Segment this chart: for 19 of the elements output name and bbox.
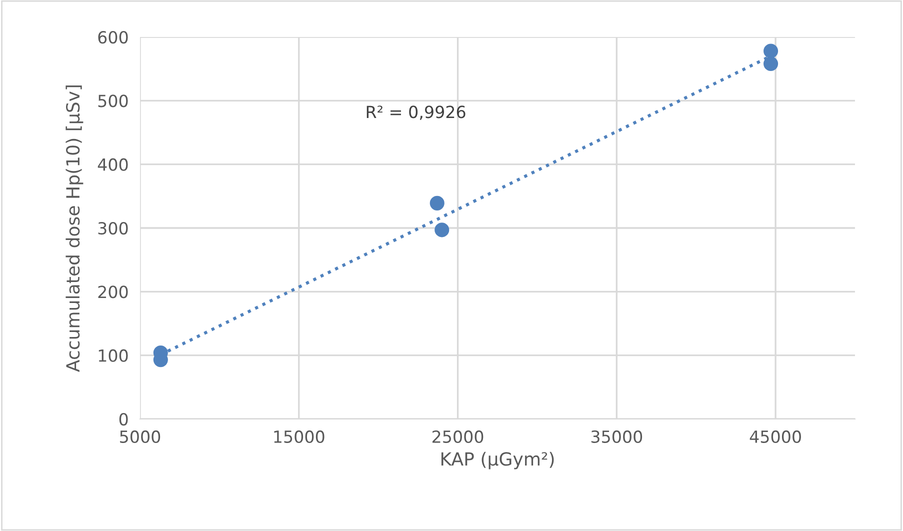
x-tick-label: 5000 xyxy=(120,430,160,444)
y-tick-label: 600 xyxy=(98,30,128,44)
y-tick-label: 0 xyxy=(119,412,128,426)
y-tick-label: 400 xyxy=(98,158,128,171)
x-tick-label: 45000 xyxy=(750,430,801,444)
y-tick-label: 200 xyxy=(98,286,128,298)
x-tick-label: 35000 xyxy=(591,430,642,444)
y-tick-label: 300 xyxy=(98,222,128,235)
annotation: R² = 0,9926 xyxy=(366,106,466,120)
point xyxy=(764,44,778,58)
x-axis-title: KAP (µGym²) xyxy=(441,452,554,470)
y-axis-title: Accumulated dose Hp(10) [µSv] xyxy=(66,85,84,372)
point xyxy=(434,222,450,238)
x-tick-label: 15000 xyxy=(274,430,324,444)
point xyxy=(764,56,778,72)
y-tick-label: 100 xyxy=(98,349,128,362)
x-tick-label: 25000 xyxy=(432,430,484,444)
point xyxy=(430,196,444,210)
y-tick-label: 500 xyxy=(98,94,128,108)
